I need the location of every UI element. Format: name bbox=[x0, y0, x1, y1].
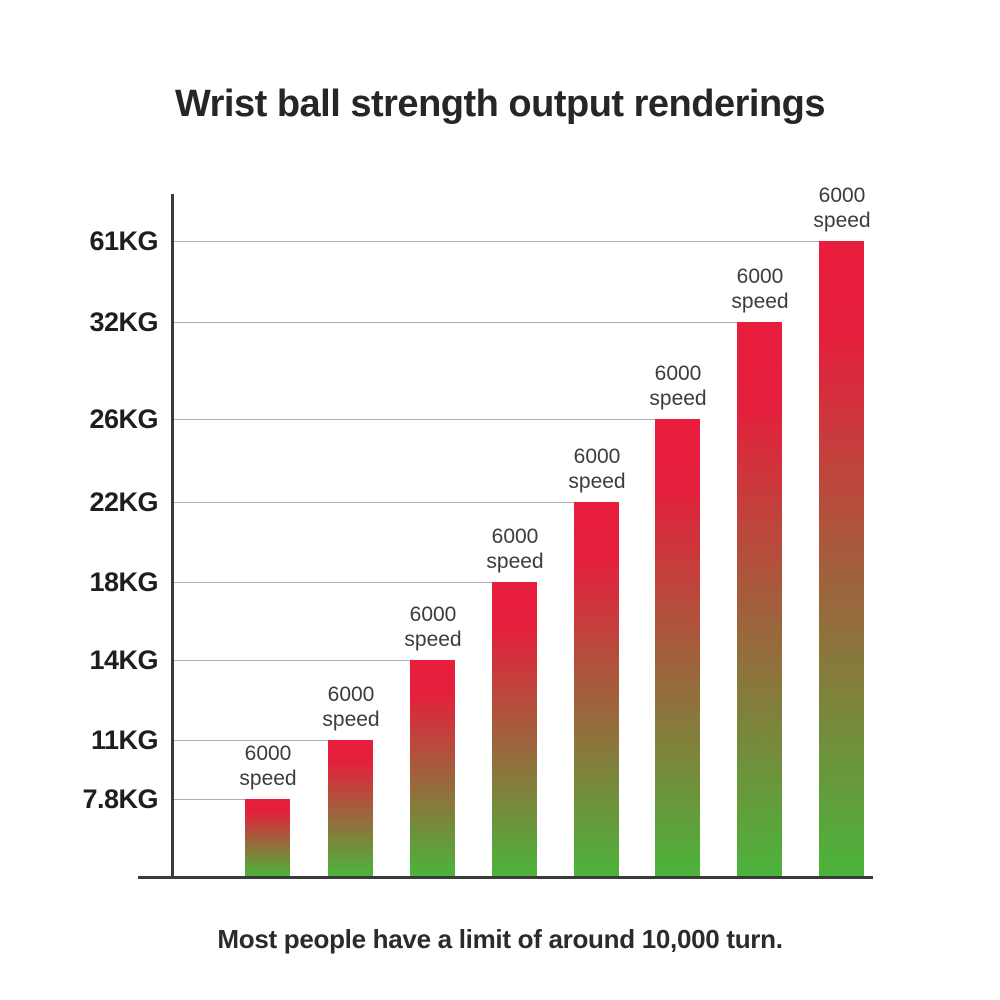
bar-label: 6000 speed bbox=[618, 361, 738, 411]
y-tick-label: 32KG bbox=[89, 307, 158, 337]
bar bbox=[328, 740, 373, 876]
bar-label-line: speed bbox=[486, 550, 544, 573]
bar bbox=[737, 322, 782, 876]
bar-label: 6000 speed bbox=[455, 524, 575, 574]
bar-label: 6000 speed bbox=[208, 741, 328, 791]
bar-label-line: 6000 bbox=[409, 603, 457, 626]
bar-label-line: 6000 bbox=[327, 683, 375, 706]
y-tick-label: 22KG bbox=[89, 487, 158, 517]
y-tick-label: 61KG bbox=[89, 226, 158, 256]
y-tick-label: 7.8KG bbox=[82, 784, 158, 814]
bar-label-line: 6000 bbox=[654, 362, 702, 385]
bar-label: 6000 speed bbox=[291, 682, 411, 732]
bar bbox=[655, 419, 700, 876]
y-tick-label: 14KG bbox=[89, 645, 158, 675]
bar-label: 6000 speed bbox=[373, 602, 493, 652]
gridline bbox=[174, 241, 819, 242]
bar-label-line: 6000 bbox=[818, 184, 866, 207]
gridline bbox=[174, 502, 574, 503]
y-tick-label: 11KG bbox=[90, 725, 159, 755]
gridline bbox=[174, 799, 245, 800]
bar-label-line: speed bbox=[239, 767, 297, 790]
gridline bbox=[174, 322, 737, 323]
y-axis-line bbox=[171, 194, 174, 879]
bar bbox=[245, 799, 290, 876]
y-tick-label: 18KG bbox=[89, 567, 158, 597]
y-tick-label: 26KG bbox=[89, 404, 158, 434]
bar-label-line: speed bbox=[649, 387, 707, 410]
bar bbox=[574, 502, 619, 876]
bar-label-line: 6000 bbox=[244, 742, 292, 765]
bar-label: 6000 speed bbox=[782, 183, 902, 233]
bar-label: 6000 speed bbox=[700, 264, 820, 314]
gridline bbox=[174, 582, 492, 583]
gridline bbox=[174, 740, 328, 741]
chart-caption: Most people have a limit of around 10,00… bbox=[217, 924, 783, 954]
gridline bbox=[174, 419, 655, 420]
bar-label-line: 6000 bbox=[736, 265, 784, 288]
gridline bbox=[174, 660, 410, 661]
chart-title: Wrist ball strength output renderings bbox=[174, 83, 826, 125]
x-axis-line bbox=[138, 876, 873, 879]
bar-label-line: 6000 bbox=[491, 525, 539, 548]
bar-label-line: speed bbox=[731, 290, 789, 313]
bar bbox=[492, 582, 537, 876]
bar-label-line: speed bbox=[322, 708, 380, 731]
bar-label-line: 6000 bbox=[573, 445, 621, 468]
bar-label-line: speed bbox=[404, 628, 462, 651]
bar-label-line: speed bbox=[813, 209, 871, 232]
bar bbox=[819, 241, 864, 876]
bar-label: 6000 speed bbox=[537, 444, 657, 494]
bar-label-line: speed bbox=[568, 470, 626, 493]
bar bbox=[410, 660, 455, 876]
